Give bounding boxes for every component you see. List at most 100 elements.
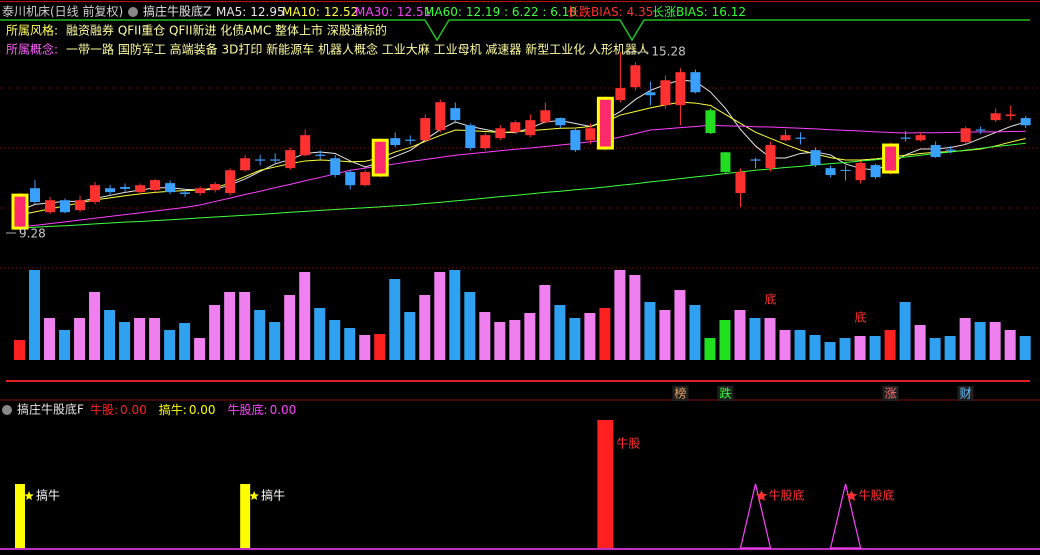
bias-name: 长跌BIAS: <box>567 4 623 19</box>
volume-bar <box>389 279 401 360</box>
volume-bar <box>254 310 266 360</box>
ma-line <box>19 101 1026 216</box>
candle-body <box>915 135 926 141</box>
volume-bar <box>329 320 341 360</box>
candle-body <box>1020 118 1031 126</box>
candle-body <box>435 102 446 131</box>
candle-body <box>735 172 746 194</box>
styles: 融资融券 QFII重仓 QFII新进 化债AMC 整体上市 深股通标的 <box>66 23 387 38</box>
candle-body <box>390 138 401 146</box>
volume-bar <box>839 338 851 360</box>
candle-body <box>870 165 881 178</box>
legend-entry: 牛股: 0.00 <box>90 402 147 417</box>
volume-bar <box>854 336 866 360</box>
bias-value: 16.12 <box>712 5 746 19</box>
volume-bar <box>374 334 386 360</box>
candle-body <box>135 185 146 193</box>
candle-body <box>330 158 341 176</box>
legend-entry: MA30: 12.51 <box>355 5 431 19</box>
candle-body <box>596 96 614 150</box>
candle-body <box>780 135 791 141</box>
volume-bar <box>674 290 686 360</box>
volume-bar <box>899 302 911 360</box>
legend-entry: MA10: 12.52 <box>282 5 358 19</box>
volume-bar <box>614 270 626 360</box>
signal-label: 搞牛 <box>261 488 285 503</box>
candle-body <box>855 163 866 181</box>
style-label: 所属风格: <box>6 23 58 38</box>
volume-bar <box>464 292 476 360</box>
volume-bar <box>659 310 671 360</box>
candle-body <box>60 200 71 213</box>
tag-bg <box>957 386 974 401</box>
volume-annotation: 底 <box>764 292 776 307</box>
volume-bar <box>734 310 746 360</box>
volume-bar <box>74 318 86 360</box>
volume-bar <box>584 313 596 360</box>
candle-body <box>645 92 656 96</box>
volume-bar <box>869 336 881 360</box>
candle-body <box>630 65 641 88</box>
candle-body <box>165 183 176 193</box>
volume-bar <box>419 295 431 360</box>
tag-bg <box>882 386 899 401</box>
legend-entry: MA60: 12.19 : 6.22 : 6.18 <box>424 5 577 19</box>
legend-value: 0.00 <box>189 403 216 417</box>
candle-body <box>990 113 1001 121</box>
candle-body <box>75 200 86 211</box>
candle-body <box>675 72 686 106</box>
volume-bar <box>989 322 1001 360</box>
candle-body <box>315 154 326 156</box>
candle-body <box>1005 114 1016 116</box>
candle-body <box>105 188 116 193</box>
volume-bar <box>944 336 956 360</box>
volume-bar <box>344 328 356 360</box>
volume-bar <box>59 330 71 360</box>
volume-bar <box>239 292 251 360</box>
volume-bar <box>569 318 581 360</box>
candle-body <box>285 150 296 169</box>
bias-entry: 长跌BIAS: 4.35 <box>567 4 653 19</box>
volume-annotation: 底 <box>855 310 867 325</box>
signal-label: 牛股 <box>616 436 640 451</box>
candle-body <box>90 185 101 203</box>
icon[interactable] <box>2 405 12 415</box>
signal-triangle <box>829 483 862 549</box>
legend-entry: 搞牛: 0.00 <box>159 402 216 417</box>
volume-bar <box>629 275 641 360</box>
candle-body <box>795 137 806 139</box>
legend-entry: MA5: 12.95 <box>216 5 285 19</box>
chart-title: 泰川机床(日线 前复权) <box>2 4 123 19</box>
tag-bg <box>717 386 734 401</box>
event-tag: 榜 <box>674 386 686 401</box>
candle-body <box>450 108 461 121</box>
legend-value: 12.19 : 6.22 : 6.18 <box>466 5 577 19</box>
candle-body <box>525 120 536 136</box>
candle-body <box>585 128 596 141</box>
legend-name: 搞牛: <box>159 402 187 417</box>
candle-body <box>555 118 566 126</box>
legend-name: MA60: <box>424 5 462 19</box>
legend-name: 牛股底: <box>228 402 268 417</box>
volume-bar <box>149 318 161 360</box>
ma-line <box>19 124 1026 228</box>
candle-body <box>30 188 41 203</box>
legend-value: 0.00 <box>120 403 147 417</box>
volume-bar <box>179 323 191 360</box>
candle-body <box>240 158 251 171</box>
volume-bar <box>509 320 521 360</box>
volume-bar <box>644 302 656 360</box>
candle-body <box>495 128 506 139</box>
icon[interactable] <box>128 7 138 17</box>
candle-body <box>405 139 416 141</box>
candle-body <box>225 170 236 194</box>
candle-body <box>900 137 911 139</box>
candle-body <box>660 80 671 106</box>
volume-bar <box>134 318 146 360</box>
volume-bar <box>929 338 941 360</box>
bias-value: 4.35 <box>627 5 654 19</box>
candle-body <box>420 118 431 141</box>
ma-line <box>19 142 1026 229</box>
